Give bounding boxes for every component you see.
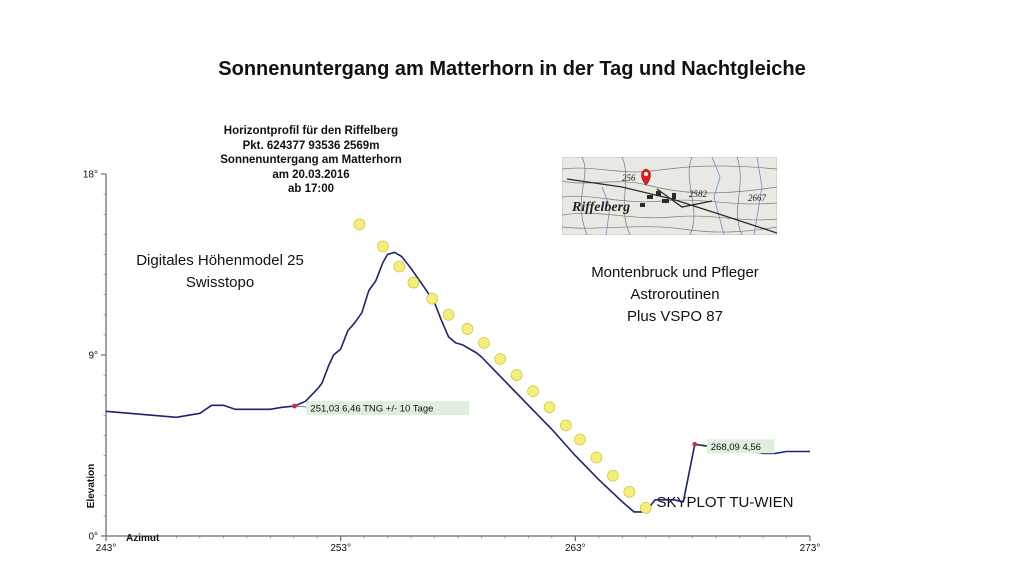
map-streams (601, 157, 763, 235)
sun-position-point (426, 292, 438, 305)
annotation-marker (292, 403, 297, 409)
horizon-line (105, 251, 810, 513)
sun-position-point (623, 485, 636, 498)
y-tick-label: 0° (88, 532, 98, 543)
chart-header: Horizontprofil für den Riffelberg Pkt. 6… (180, 124, 442, 197)
y-tick-label: 18° (83, 170, 98, 181)
map-background (562, 157, 777, 235)
note-montenbruck-line-2: Astroroutinen (630, 286, 720, 303)
sun-position-point (543, 401, 556, 414)
x-tick-label: 243° (96, 543, 117, 554)
x-tick-label: 253° (330, 543, 351, 554)
annotation-box (706, 439, 775, 454)
sun-position-point (478, 337, 490, 349)
page-title: Sonnenuntergang am Matterhorn in der Tag… (218, 58, 806, 80)
sun-position-point (560, 419, 572, 432)
annotation-label: 251,03 6,46 TNG +/- 10 Tage (310, 404, 433, 415)
sun-position-point (494, 353, 507, 365)
map-label-2667: 2667 (748, 193, 767, 203)
y-tick-label: 9° (88, 351, 98, 362)
note-skyplot: SKYPLOT TU-WIEN (656, 494, 794, 511)
note-montenbruck: Montenbruck und Pfleger Astroroutinen Pl… (565, 262, 785, 328)
sun-position-point (510, 369, 523, 381)
sun-position-point (377, 240, 389, 253)
sun-positions (353, 218, 652, 514)
sun-position-point (590, 451, 603, 464)
annotation-marker (692, 441, 698, 447)
x-tick-label: 263° (565, 543, 586, 554)
sun-position-point (461, 323, 474, 335)
horizon-profile (105, 251, 810, 513)
x-axis-label: Azimut (126, 533, 160, 544)
map-inset: 256 2582 2667 Riffelberg (562, 157, 777, 235)
sun-position-point (574, 433, 586, 446)
note-dhm: Digitales Höhenmodel 25 Swisstopo (110, 250, 330, 294)
header-line-2: Pkt. 624377 93536 2569m (242, 139, 380, 152)
sun-position-point (393, 260, 406, 273)
sun-position-point (607, 469, 619, 482)
map-label-256: 256 (622, 173, 636, 183)
map-contours (562, 157, 777, 235)
note-montenbruck-line-1: Montenbruck und Pfleger (591, 264, 759, 281)
map-label-2582: 2582 (689, 189, 708, 199)
sun-position-point (639, 502, 652, 514)
header-line-4: am 20.03.2016 (272, 168, 350, 181)
y-axis-label: Elevation (86, 464, 97, 508)
annotations: 251,03 6,46 TNG +/- 10 Tage 268,09 4,56 (292, 401, 775, 454)
sun-position-point (442, 308, 455, 321)
chart-axes: 243° 253° 263° 273° 0° 9° 18° Azimut Elevation (83, 170, 820, 555)
sun-position-point (407, 276, 420, 289)
note-dhm-line-1: Digitales Höhenmodel 25 (136, 252, 304, 269)
note-dhm-line-2: Swisstopo (185, 274, 255, 291)
sun-position-point (353, 218, 366, 231)
x-tick-label: 273° (800, 543, 821, 554)
header-line-1: Horizontprofil für den Riffelberg (223, 125, 399, 137)
annotation-box (306, 401, 470, 416)
header-line-3: Sonnenuntergang am Matterhorn (220, 154, 402, 166)
sun-position-point (527, 385, 539, 398)
map-buildings (640, 191, 676, 207)
note-montenbruck-line-3: Plus VSPO 87 (627, 308, 723, 325)
location-pin-icon (641, 168, 651, 186)
annotation-label: 268,09 4,56 (711, 442, 761, 453)
header-line-5: ab 17:00 (287, 183, 335, 195)
map-label-riffelberg: Riffelberg (571, 200, 630, 215)
